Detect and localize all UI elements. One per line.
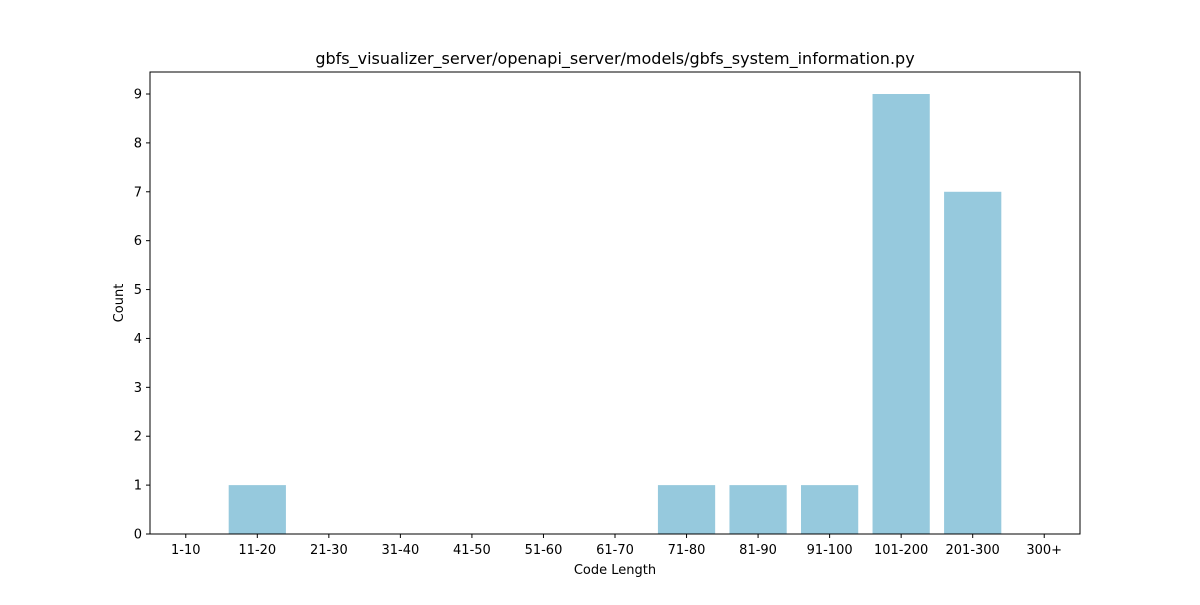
x-tick-label: 31-40 [381,543,419,558]
x-tick-label: 1-10 [171,543,201,558]
x-tick-label: 71-80 [668,543,706,558]
y-tick-label: 1 [134,479,142,494]
bar-101-200 [872,94,930,534]
y-axis-title: Count [112,284,127,323]
x-axis-title: Code Length [574,563,656,578]
x-tick-label: 201-300 [946,543,1000,558]
bar-71-80 [657,485,716,534]
y-tick-label: 0 [134,528,142,543]
x-tick-label: 21-30 [310,543,348,558]
plot-frame [149,71,1081,535]
x-tick-label: 41-50 [453,543,491,558]
y-tick-label: 2 [134,430,142,445]
x-tick-label: 11-20 [238,543,276,558]
y-tick-label: 6 [134,234,142,249]
x-tick-label: 61-70 [596,543,634,558]
y-tick-label: 7 [134,185,142,200]
x-tick-label: 91-100 [807,543,853,558]
x-tick-label: 51-60 [525,543,563,558]
y-tick-label: 9 [134,88,142,103]
bar-201-300 [944,191,1002,534]
y-tick-label: 4 [134,332,142,347]
x-tick-label: 81-90 [739,543,777,558]
y-tick-label: 5 [134,283,142,298]
bars [228,94,1002,534]
bar-91-100 [801,485,859,534]
x-tick-label: 101-200 [874,543,928,558]
chart-title: gbfs_visualizer_server/openapi_server/mo… [315,49,914,69]
axes: 1-10 11-20 21-30 31-40 41-50 51-60 61-70 71-80 8… [134,71,1081,558]
x-tick-label: 300+ [1026,543,1062,558]
y-tick-label: 8 [134,136,142,151]
y-tick-label: 3 [134,381,142,396]
bar-11-20 [228,485,286,534]
bar-81-90 [729,485,787,534]
